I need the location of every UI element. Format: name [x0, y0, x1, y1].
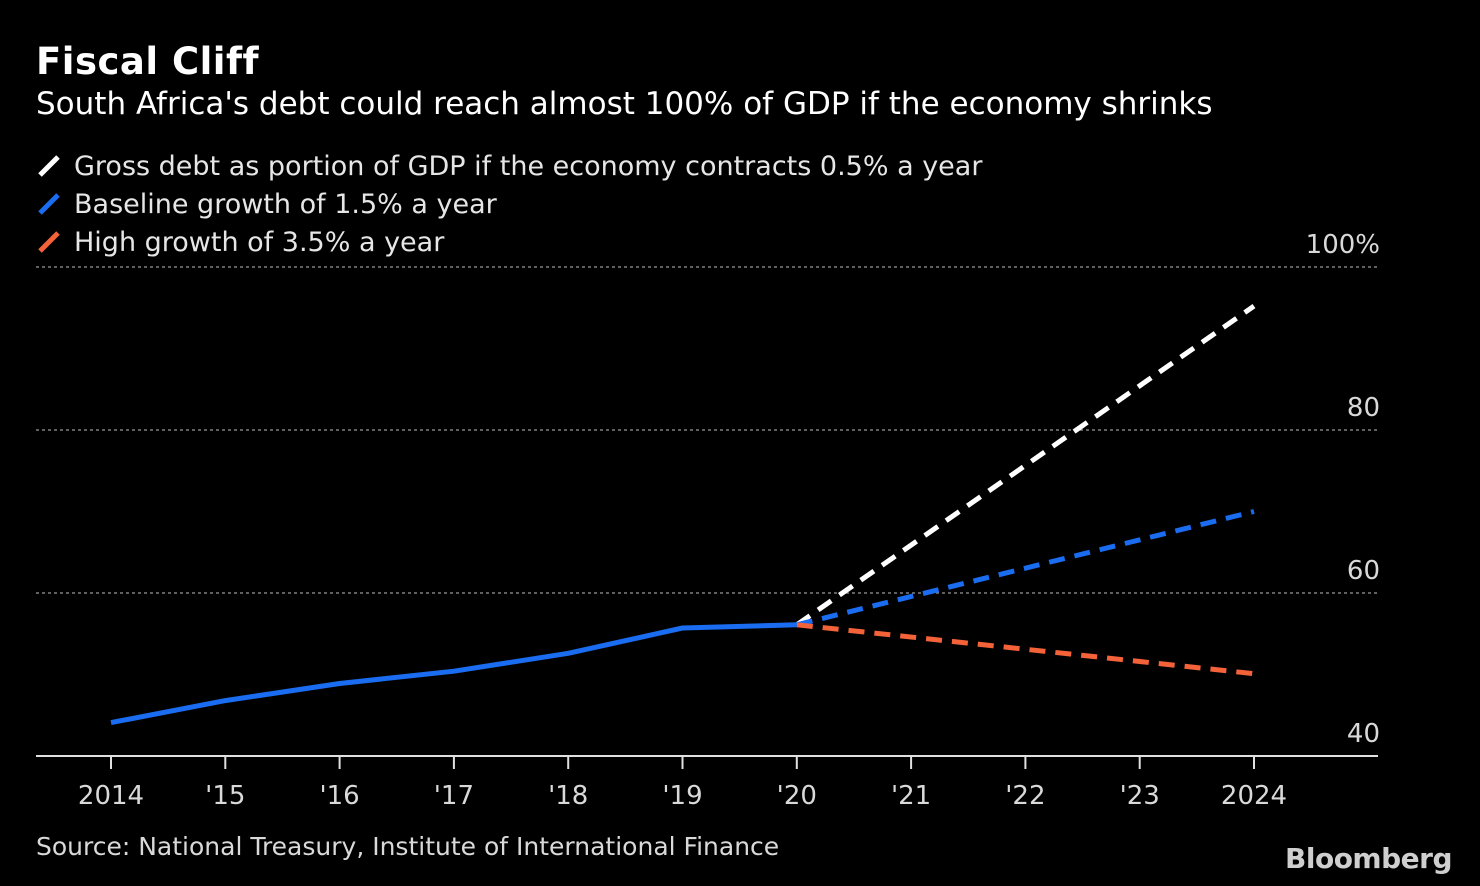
x-tick-label: 2014: [78, 781, 144, 811]
series-line-3: [110, 622, 797, 726]
source-note: Source: National Treasury, Institute of …: [36, 832, 780, 861]
gridlines: [36, 266, 1378, 594]
legend-item-contraction: Gross debt as portion of GDP if the econ…: [36, 148, 982, 184]
legend-item-high-growth: High growth of 3.5% a year: [36, 224, 444, 260]
y-tick-label: 100%: [1306, 230, 1380, 260]
x-tick-label: '15: [205, 781, 245, 811]
y-tick-label: 60: [1347, 556, 1380, 586]
legend-swatch-baseline: [38, 193, 60, 215]
x-tick-label: '21: [891, 781, 931, 811]
legend: Gross debt as portion of GDP if the econ…: [36, 148, 1456, 262]
x-tick-label: '23: [1120, 781, 1160, 811]
x-tick-label: '22: [1005, 781, 1045, 811]
series-lines: [110, 304, 1256, 726]
legend-label-contraction: Gross debt as portion of GDP if the econ…: [74, 150, 983, 182]
y-axis-ticks: 40 60 80 100%: [1306, 230, 1380, 749]
legend-swatch-contraction: [38, 155, 60, 177]
x-axis: 2014 '15 '16 '17 '18 '19 '20 '21 '22 '23 2024: [36, 755, 1378, 811]
chart-title: Fiscal Cliff: [36, 40, 260, 83]
series-line-0: [795, 304, 1256, 627]
legend-label-high-growth: High growth of 3.5% a year: [74, 226, 445, 258]
legend-swatch-high-growth: [38, 231, 60, 253]
legend-item-baseline: Baseline growth of 1.5% a year: [36, 186, 497, 222]
x-tick-label: 2024: [1221, 781, 1287, 811]
x-tick-label: '20: [777, 781, 817, 811]
x-tick-label: '16: [319, 781, 359, 811]
x-tick-label: '18: [548, 781, 588, 811]
y-tick-label: 80: [1347, 393, 1380, 423]
series-line-2: [796, 622, 1255, 677]
bloomberg-logo: Bloomberg: [1285, 842, 1452, 875]
series-line-1: [796, 509, 1255, 628]
x-tick-label: '17: [434, 781, 474, 811]
legend-label-baseline: Baseline growth of 1.5% a year: [74, 188, 497, 220]
y-tick-label: 40: [1347, 719, 1380, 749]
chart-subtitle: South Africa's debt could reach almost 1…: [36, 86, 1213, 122]
x-tick-label: '19: [662, 781, 702, 811]
